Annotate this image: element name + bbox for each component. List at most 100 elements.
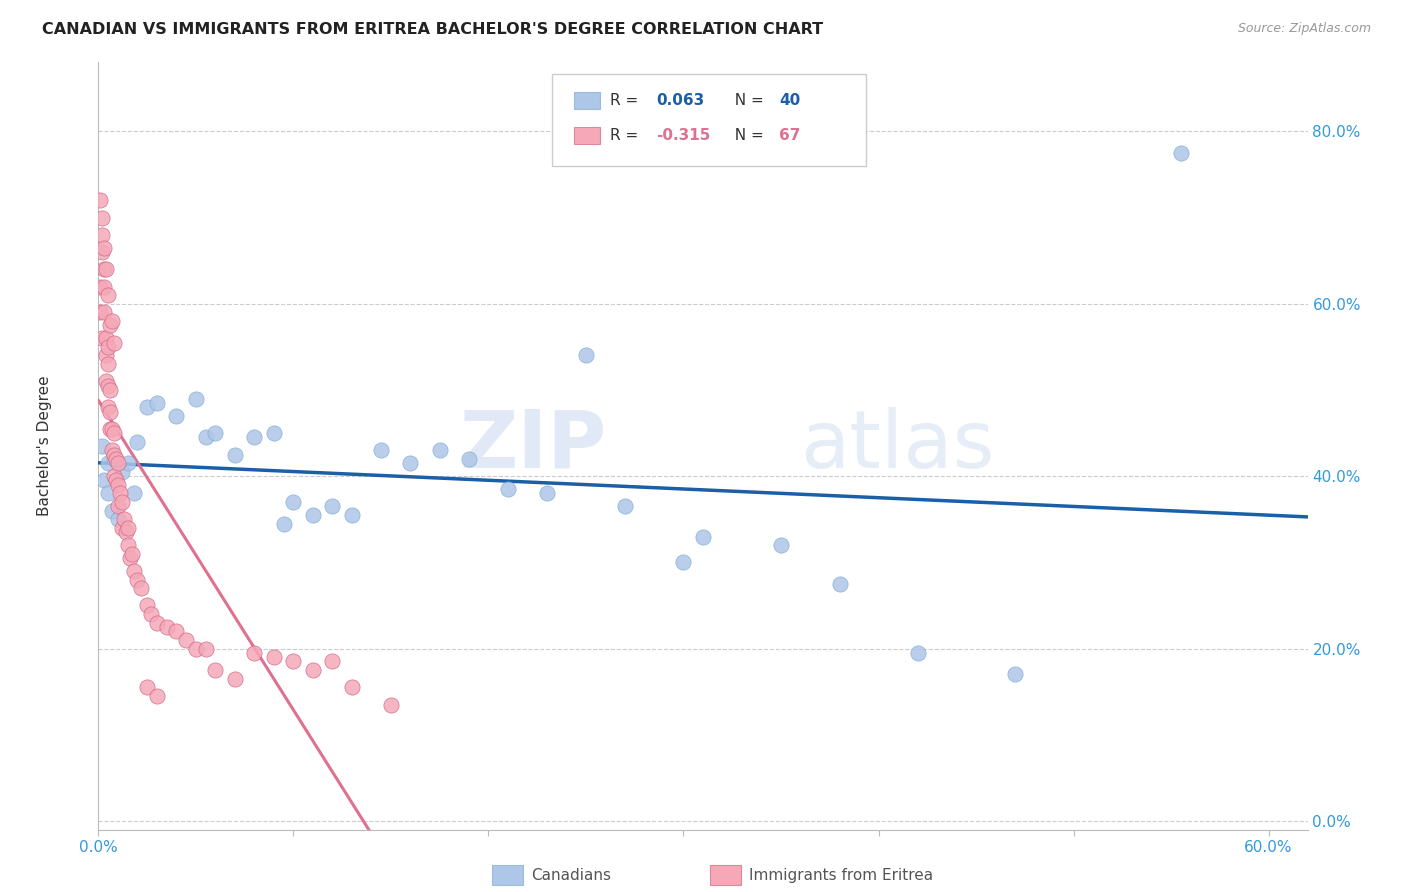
Point	[224, 448, 246, 462]
Point	[97, 456, 120, 470]
Point	[103, 426, 125, 441]
Point	[122, 486, 145, 500]
Point	[136, 599, 159, 613]
Point	[111, 521, 134, 535]
Point	[224, 672, 246, 686]
Point	[96, 349, 118, 363]
Point	[103, 451, 125, 466]
Point	[302, 663, 325, 677]
Point	[97, 340, 120, 354]
Text: N =: N =	[724, 94, 769, 108]
Point	[146, 396, 169, 410]
Point	[101, 503, 124, 517]
Point	[302, 508, 325, 522]
Point	[93, 474, 115, 488]
Point	[165, 624, 187, 639]
Point	[97, 288, 120, 302]
FancyBboxPatch shape	[574, 127, 600, 144]
Point	[184, 641, 207, 656]
Point	[91, 439, 114, 453]
Text: Source: ZipAtlas.com: Source: ZipAtlas.com	[1237, 22, 1371, 36]
Point	[122, 564, 145, 578]
Point	[263, 426, 285, 441]
Point	[97, 401, 120, 415]
Point	[93, 305, 115, 319]
Point	[127, 573, 149, 587]
Point	[97, 486, 120, 500]
Point	[1170, 145, 1192, 160]
Point	[91, 227, 114, 242]
Point	[117, 456, 139, 470]
Point	[692, 529, 714, 543]
Point	[263, 650, 285, 665]
Point	[108, 486, 131, 500]
Text: Canadians: Canadians	[531, 868, 612, 882]
Text: 67: 67	[779, 128, 800, 143]
Text: Immigrants from Eritrea: Immigrants from Eritrea	[749, 868, 934, 882]
Point	[204, 663, 226, 677]
Point	[107, 456, 129, 470]
Point	[103, 448, 125, 462]
Point	[156, 620, 179, 634]
Point	[496, 482, 519, 496]
Point	[429, 443, 451, 458]
Point	[575, 349, 598, 363]
FancyBboxPatch shape	[551, 74, 866, 166]
Point	[136, 401, 159, 415]
Point	[194, 430, 217, 444]
Point	[131, 581, 153, 595]
Text: ZIP: ZIP	[458, 407, 606, 485]
FancyBboxPatch shape	[574, 93, 600, 109]
Point	[111, 465, 134, 479]
Point	[96, 331, 118, 345]
Point	[101, 443, 124, 458]
Text: atlas: atlas	[800, 407, 994, 485]
Text: -0.315: -0.315	[655, 128, 710, 143]
Point	[243, 430, 266, 444]
Point	[98, 318, 121, 333]
Point	[98, 383, 121, 397]
Point	[101, 314, 124, 328]
Point	[103, 469, 125, 483]
Text: CANADIAN VS IMMIGRANTS FROM ERITREA BACHELOR'S DEGREE CORRELATION CHART: CANADIAN VS IMMIGRANTS FROM ERITREA BACH…	[42, 22, 824, 37]
Point	[273, 516, 295, 531]
Point	[91, 211, 114, 225]
Point	[107, 500, 129, 514]
Point	[117, 521, 139, 535]
Point	[283, 655, 305, 669]
Point	[340, 508, 363, 522]
Point	[91, 331, 114, 345]
Point	[97, 357, 120, 371]
Point	[96, 262, 118, 277]
Text: N =: N =	[724, 128, 769, 143]
Point	[321, 500, 343, 514]
Text: 40: 40	[779, 94, 800, 108]
Point	[118, 551, 141, 566]
Point	[614, 500, 637, 514]
Point	[243, 646, 266, 660]
Point	[340, 681, 363, 695]
Point	[93, 279, 115, 293]
Point	[91, 245, 114, 260]
Point	[98, 404, 121, 418]
Point	[146, 615, 169, 630]
Point	[101, 422, 124, 436]
Point	[93, 262, 115, 277]
Point	[117, 538, 139, 552]
Point	[828, 577, 851, 591]
Point	[97, 378, 120, 392]
Point	[399, 456, 422, 470]
Point	[112, 512, 135, 526]
Point	[98, 422, 121, 436]
Text: 0.063: 0.063	[655, 94, 704, 108]
Text: Bachelor's Degree: Bachelor's Degree	[37, 376, 52, 516]
Point	[107, 512, 129, 526]
Point	[89, 194, 111, 208]
Point	[321, 655, 343, 669]
Text: R =: R =	[610, 128, 643, 143]
Point	[194, 641, 217, 656]
Point	[380, 698, 402, 712]
Point	[672, 555, 695, 569]
Point	[165, 409, 187, 423]
Point	[114, 525, 136, 540]
